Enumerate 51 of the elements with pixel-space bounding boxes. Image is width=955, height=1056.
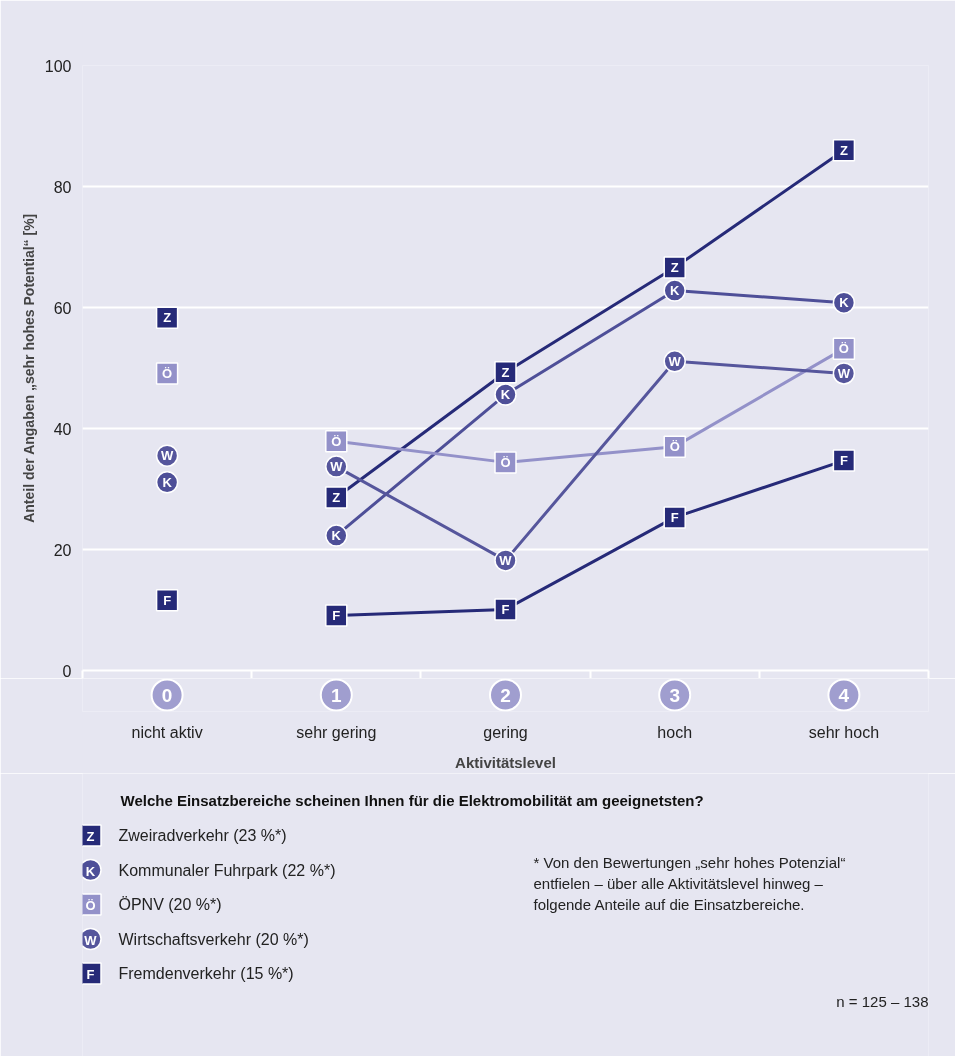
category-label: 4 sehr hoch [808,685,880,741]
data-label: F [332,607,341,623]
data-label: Ö [669,439,680,455]
data-label: Ö [331,433,342,449]
data-label: K [500,387,511,403]
data-label: F [501,601,510,617]
data-label: Z [501,364,510,380]
category-label: 1 sehr gering [296,685,377,741]
data-label: W [160,448,174,464]
category-label: 3 hoch [657,685,693,741]
data-label: Z [163,310,172,326]
data-label: Ö [838,341,849,357]
legend-title: Welche Einsatzbereiche scheinen Ihnen für die Elektromobilität am geeignetsten? [120,792,704,809]
y-tick-label: 80 [53,178,72,196]
legend-label: Wirtschaftsverkehr (20 %*) [118,930,309,948]
data-label: W [499,552,513,568]
legend-label: Zweiradverkehr (23 %*) [118,827,287,844]
data-label: K [162,474,173,490]
data-label: K [331,528,342,544]
legend-label: Fremdenverkehr (15 %*) [118,965,294,982]
data-label: F [670,509,679,525]
text: K [85,863,96,879]
legend-label: ÖPNV (20 %*) [118,896,222,913]
y-tick-label: 60 [53,299,72,317]
y-tick-label: 40 [53,420,72,438]
text: Z [86,829,95,844]
y-tick-label: 0 [62,662,72,680]
text: Ö [85,898,96,913]
data-label: Z [332,489,341,505]
data-label: K [839,295,850,311]
y-axis-title: Anteil der Angaben „sehr hohes Potential“ [%] [20,213,37,523]
data-label: Ö [500,454,511,470]
text: F [86,967,95,982]
category-label: 0 nicht aktiv [131,685,203,741]
data-label: Z [670,260,679,276]
data-label: Ö [162,365,173,381]
data-label: W [330,459,344,475]
text: * Von den Bewertungen „sehr hohes Potenzial“ entfielen – über alle Aktivitätslevel hinweg – folgende Anteile auf die Einsatzbereiche. [533,853,846,913]
data-label: F [163,592,172,608]
y-tick-label: 100 [44,57,72,75]
y-tick-label: 20 [53,541,72,559]
legend-label: Kommunaler Fuhrpark (22 %*) [118,861,336,879]
data-label: W [668,353,682,369]
x-axis-title: Aktivitätslevel [455,753,556,771]
text: W [84,932,97,948]
data-label: W [837,365,851,381]
data-label: K [670,283,681,299]
category-label: 2 gering [483,685,528,741]
data-label: Z [839,142,848,158]
text: n = 125 – 138 [836,993,929,1010]
data-label: F [839,453,848,469]
